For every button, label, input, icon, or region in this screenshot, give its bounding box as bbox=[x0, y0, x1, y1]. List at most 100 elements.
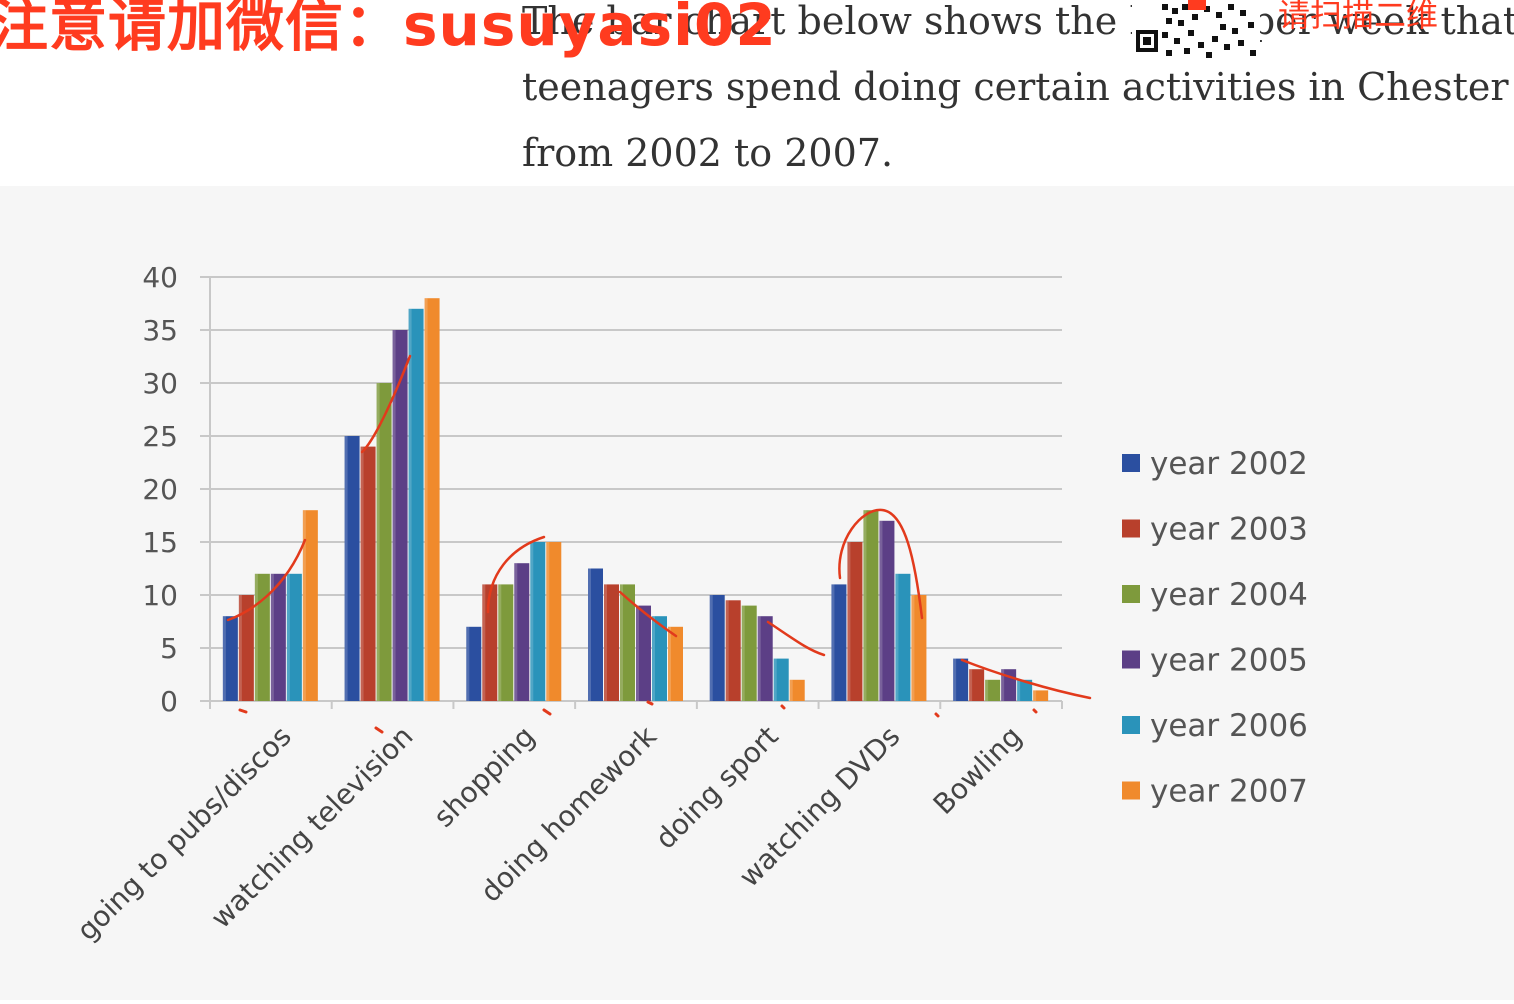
annotation-tick bbox=[238, 708, 248, 714]
bar-highlight bbox=[985, 679, 989, 701]
y-tick-label: 40 bbox=[142, 261, 178, 294]
bar-highlight bbox=[668, 626, 671, 701]
bar-highlight bbox=[392, 330, 396, 701]
bar bbox=[879, 520, 895, 701]
annotation-tick bbox=[374, 726, 384, 734]
bar bbox=[863, 510, 879, 701]
bar-highlight bbox=[741, 605, 745, 701]
bar bbox=[636, 605, 651, 701]
y-tick-label: 15 bbox=[142, 526, 178, 559]
bar bbox=[344, 436, 360, 701]
annotation-tick bbox=[646, 700, 654, 706]
bar-highlight bbox=[514, 563, 518, 701]
legend-label: year 2005 bbox=[1150, 643, 1308, 679]
legend-swatch bbox=[1122, 781, 1140, 800]
bar bbox=[741, 605, 757, 701]
annotation-stroke bbox=[618, 590, 678, 638]
bar bbox=[222, 616, 238, 701]
annotation-stroke bbox=[360, 354, 412, 454]
bar bbox=[424, 298, 440, 701]
bar bbox=[498, 584, 514, 701]
bar bbox=[588, 568, 603, 701]
bar-highlight bbox=[270, 573, 274, 701]
annotation-tick bbox=[1032, 708, 1038, 714]
qr-code-image bbox=[1132, 0, 1260, 62]
y-tick-label: 10 bbox=[142, 579, 178, 612]
bar bbox=[238, 595, 254, 701]
bar bbox=[482, 584, 498, 701]
bar bbox=[911, 595, 927, 701]
bar-highlight bbox=[789, 679, 793, 701]
bar-highlight bbox=[344, 436, 348, 701]
annotation-stroke bbox=[838, 508, 924, 620]
bar-highlight bbox=[1017, 679, 1021, 701]
annotation-stroke bbox=[766, 620, 826, 657]
bar bbox=[514, 563, 530, 701]
legend-label: year 2002 bbox=[1150, 446, 1308, 482]
annotation-stroke bbox=[960, 658, 1092, 700]
bar-highlight bbox=[222, 616, 226, 701]
watermark-wechat-text: 注意请加微信：susuyasi02 bbox=[0, 0, 777, 59]
prompt-line-1: The bar chart below shows the hours per … bbox=[522, 0, 1514, 43]
x-tick-label: Bowling bbox=[927, 720, 1028, 821]
legend-label: year 2003 bbox=[1150, 512, 1308, 548]
bar bbox=[270, 573, 286, 701]
y-tick-label: 35 bbox=[142, 314, 178, 347]
prompt-line-2: teenagers spend doing certain activities… bbox=[522, 65, 1509, 109]
bar bbox=[254, 573, 270, 701]
bar bbox=[969, 669, 985, 701]
bar-highlight bbox=[604, 584, 607, 701]
bar bbox=[1017, 679, 1033, 701]
bar-highlight bbox=[847, 542, 851, 701]
bar-highlight bbox=[254, 573, 258, 701]
legend-swatch bbox=[1122, 650, 1140, 669]
bar-highlight bbox=[498, 584, 502, 701]
question-text-area: The bar chart below shows the hours per … bbox=[0, 0, 1514, 182]
annotation-tick bbox=[780, 704, 786, 710]
bar bbox=[392, 330, 408, 701]
legend-label: year 2006 bbox=[1150, 708, 1308, 744]
bar bbox=[953, 658, 969, 701]
bar-highlight bbox=[1001, 669, 1005, 701]
bar-highlight bbox=[652, 616, 655, 701]
legend-swatch bbox=[1122, 519, 1140, 538]
watermark-scan-text: 请扫描二维 bbox=[1278, 0, 1439, 34]
bar-highlight bbox=[302, 510, 306, 701]
bar bbox=[620, 584, 635, 701]
bar-highlight bbox=[466, 626, 470, 701]
bar-highlight bbox=[482, 584, 486, 701]
x-tick-label: shopping bbox=[427, 720, 541, 834]
bar-highlight bbox=[376, 383, 380, 701]
bar-highlight bbox=[238, 595, 242, 701]
bar-highlight bbox=[1033, 690, 1037, 701]
bar-highlight bbox=[546, 542, 550, 701]
legend-swatch bbox=[1122, 585, 1140, 603]
chart-panel: 0 5 10 15 20 25 30 35 40 going to pubs/discos wat… bbox=[0, 186, 1514, 1000]
bar-highlight bbox=[424, 298, 428, 701]
annotation-tick bbox=[542, 708, 552, 716]
bar bbox=[360, 446, 376, 701]
bar-highlight bbox=[831, 584, 835, 701]
prompt-line-3: from 2002 to 2007. bbox=[522, 131, 894, 175]
y-tick-label: 5 bbox=[160, 632, 178, 665]
legend-swatch bbox=[1122, 716, 1140, 734]
bar bbox=[302, 510, 318, 701]
bar bbox=[286, 573, 302, 701]
bar-highlight bbox=[530, 542, 534, 701]
annotation-stroke bbox=[226, 538, 307, 622]
legend-label: year 2007 bbox=[1150, 774, 1308, 810]
y-tick-label: 0 bbox=[160, 685, 178, 718]
annotation-tick bbox=[934, 712, 940, 718]
bar-chart: 0 5 10 15 20 25 30 35 40 going to pubs/discoswat… bbox=[70, 261, 1308, 947]
bar bbox=[725, 600, 741, 701]
y-axis-ticks: 0 5 10 15 20 25 30 35 40 bbox=[142, 261, 178, 718]
bar-highlight bbox=[863, 510, 867, 701]
bar bbox=[773, 658, 789, 701]
bar bbox=[376, 383, 392, 701]
bar-highlight bbox=[953, 658, 957, 701]
bar-highlight bbox=[286, 573, 290, 701]
bar bbox=[466, 626, 482, 701]
bar bbox=[757, 616, 773, 701]
bar bbox=[895, 573, 911, 701]
